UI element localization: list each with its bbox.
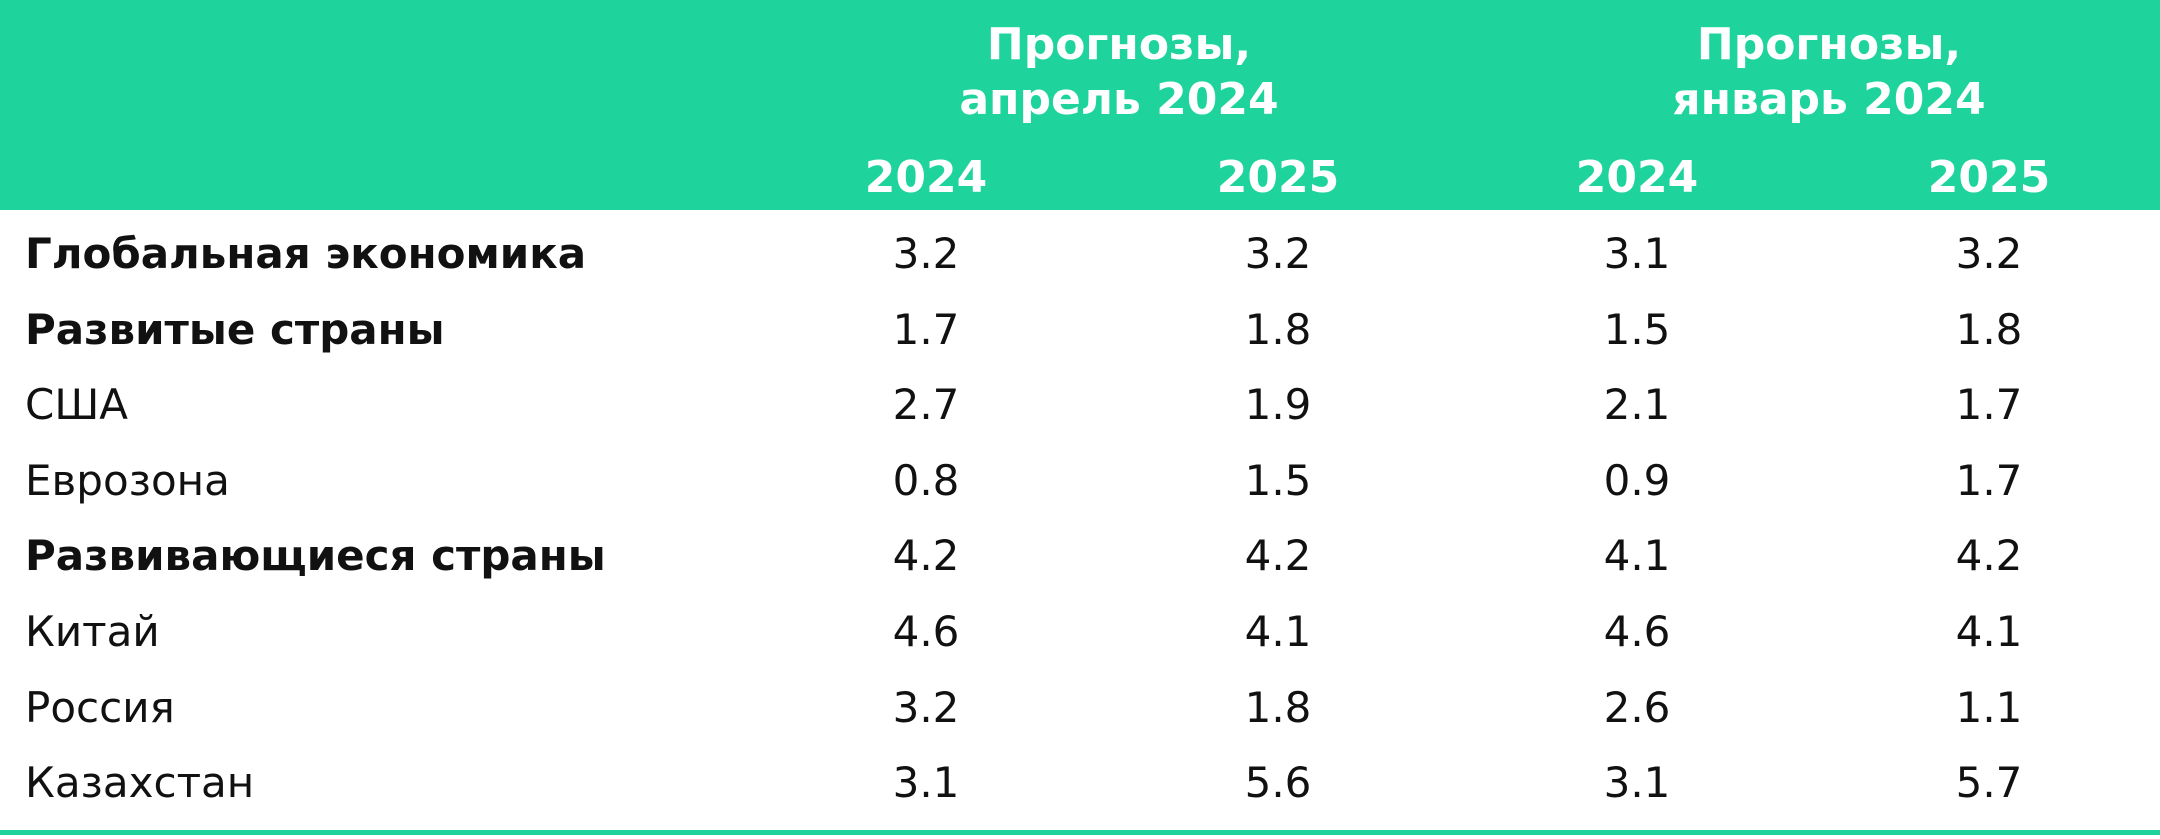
- value-cell: 0.9: [1603, 455, 1671, 505]
- row-label: Глобальная экономика: [25, 229, 587, 278]
- value-cell: 4.2: [1955, 531, 2023, 581]
- value-cell: 4.6: [1603, 607, 1671, 656]
- value-cell: 1.8: [1955, 304, 2023, 354]
- row-label: Еврозона: [25, 455, 230, 505]
- value-cell: 3.2: [1955, 229, 2023, 278]
- value-cell: 1.7: [1955, 455, 2023, 505]
- row-label: Развитые страны: [25, 304, 445, 354]
- value-cell: 0.8: [892, 455, 960, 505]
- group-title: Прогнозы,: [986, 19, 1252, 70]
- value-cell: 4.1: [1244, 607, 1312, 656]
- value-cell: 1.7: [892, 304, 960, 354]
- value-cell: 4.6: [892, 607, 960, 656]
- value-cell: 4.1: [1603, 531, 1671, 581]
- header-band: [0, 0, 2160, 210]
- value-cell: 2.7: [892, 380, 960, 430]
- value-cell: 3.1: [1603, 758, 1671, 808]
- value-cell: 5.6: [1244, 758, 1312, 808]
- year-header: 2024: [1575, 152, 1699, 203]
- year-header: 2024: [864, 152, 988, 203]
- value-cell: 3.2: [892, 229, 960, 278]
- group-title: апрель 2024: [959, 74, 1279, 125]
- value-cell: 2.6: [1603, 682, 1671, 732]
- value-cell: 4.2: [1244, 531, 1312, 581]
- year-header: 2025: [1216, 152, 1340, 203]
- value-cell: 1.5: [1244, 455, 1312, 505]
- value-cell: 1.8: [1244, 304, 1312, 354]
- row-label: Россия: [25, 682, 175, 732]
- year-header: 2025: [1927, 152, 2051, 203]
- bottom-rule: [0, 830, 2160, 835]
- value-cell: 3.2: [892, 682, 960, 732]
- row-label: Развивающиеся страны: [25, 531, 606, 581]
- value-cell: 3.1: [892, 758, 960, 808]
- row-label: Китай: [25, 607, 160, 656]
- row-label: США: [25, 380, 128, 430]
- value-cell: 3.1: [1603, 229, 1671, 278]
- value-cell: 2.1: [1603, 380, 1671, 430]
- value-cell: 1.7: [1955, 380, 2023, 430]
- group-title: Прогнозы,: [1696, 19, 1962, 70]
- value-cell: 3.2: [1244, 229, 1312, 278]
- value-cell: 4.2: [892, 531, 960, 581]
- value-cell: 5.7: [1955, 758, 2023, 808]
- value-cell: 4.1: [1955, 607, 2023, 656]
- value-cell: 1.9: [1244, 380, 1312, 430]
- value-cell: 1.8: [1244, 682, 1312, 732]
- value-cell: 1.5: [1603, 304, 1671, 354]
- group-title: январь 2024: [1672, 74, 1986, 125]
- value-cell: 1.1: [1955, 682, 2023, 732]
- row-label: Казахстан: [25, 758, 255, 808]
